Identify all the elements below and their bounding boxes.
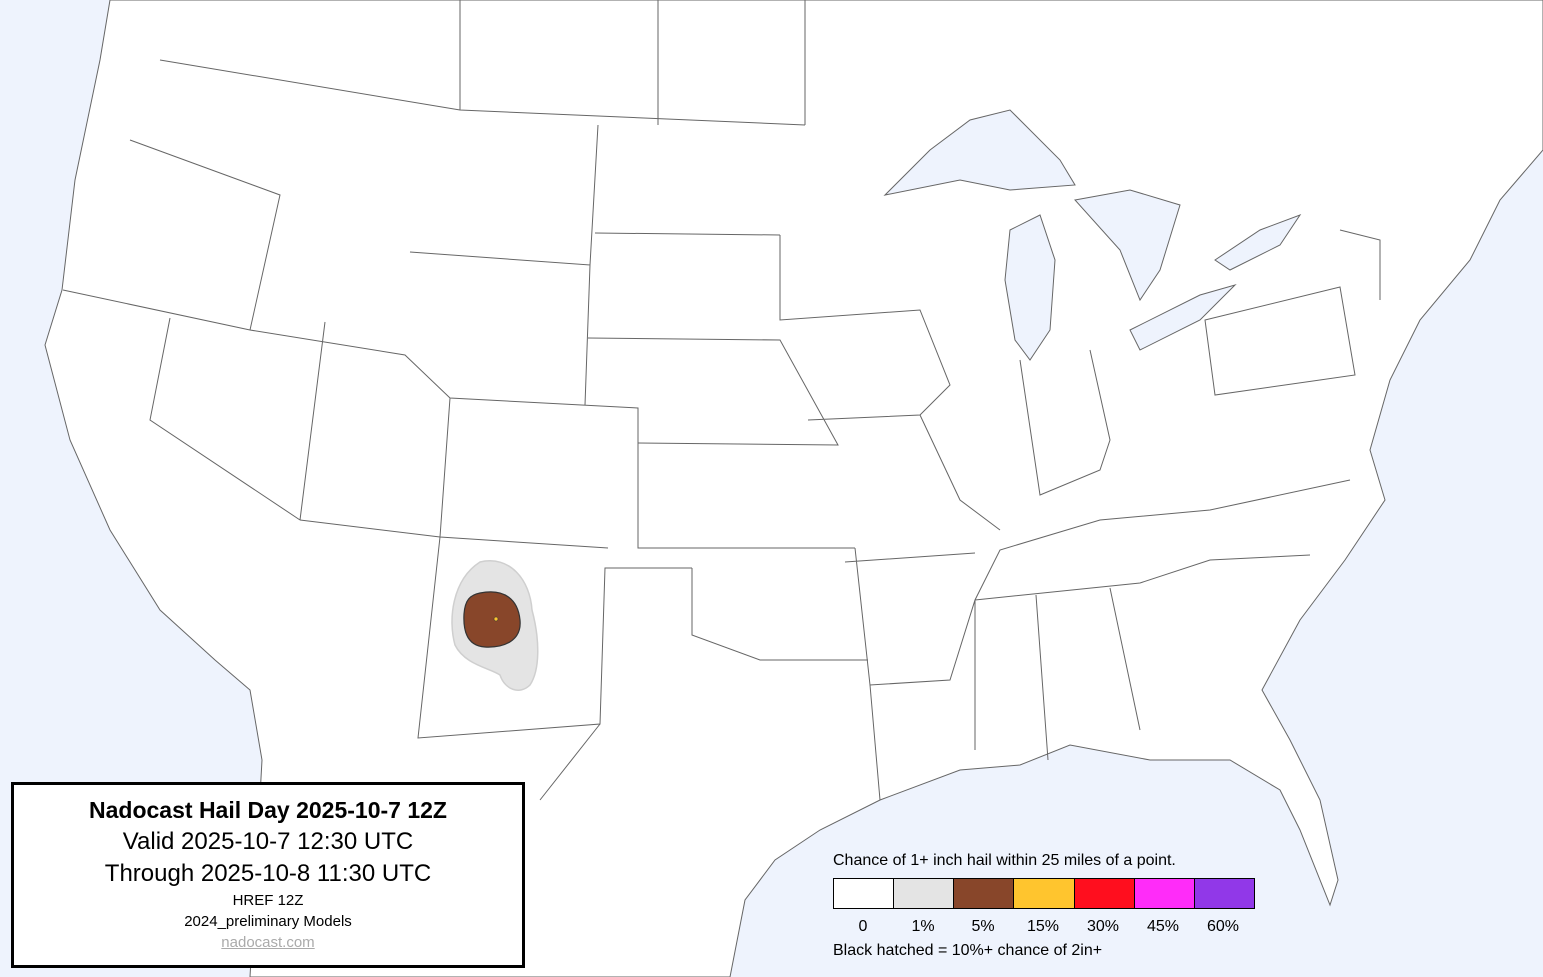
legend-swatch [1014,879,1075,908]
state-borders [62,0,1381,801]
legend-swatch [1074,879,1135,908]
valid-time: Valid 2025-10-7 12:30 UTC [122,828,414,855]
great-lakes [883,109,1302,361]
nadocast-link[interactable]: nadocast.com [221,934,315,951]
legend-swatch [894,879,955,908]
models-version: 2024_preliminary Models [184,913,352,930]
legend-swatch [834,879,895,908]
model-name: HREF 12Z [232,892,304,909]
legend-swatch [1134,879,1195,908]
hail-probability-contours [451,560,539,691]
legend: Chance of 1+ inch hail within 25 miles o… [833,852,1273,960]
hatch-note: Black hatched = 10%+ chance of 2in+ [833,942,1103,959]
legend-caption: Chance of 1+ inch hail within 25 miles o… [833,852,1176,869]
legend-label: 0 [858,918,868,935]
legend-label: 15% [1026,918,1060,935]
contour-5pct [463,591,521,648]
legend-label: 30% [1086,918,1120,935]
legend-swatch [1194,879,1254,908]
legend-color-bar [833,878,1255,909]
title-box: Nadocast Hail Day 2025-10-7 12Z Valid 20… [11,782,525,968]
map-title: Nadocast Hail Day 2025-10-7 12Z [89,797,447,823]
through-time: Through 2025-10-8 11:30 UTC [104,860,432,887]
legend-swatch [954,879,1015,908]
legend-label: 5% [971,918,995,935]
legend-labels: 0 1% 5% 15% 30% 45% 60% [833,918,1253,936]
legend-label: 1% [911,918,935,935]
land [44,0,1543,977]
legend-label: 45% [1146,918,1180,935]
legend-label: 60% [1206,918,1240,935]
